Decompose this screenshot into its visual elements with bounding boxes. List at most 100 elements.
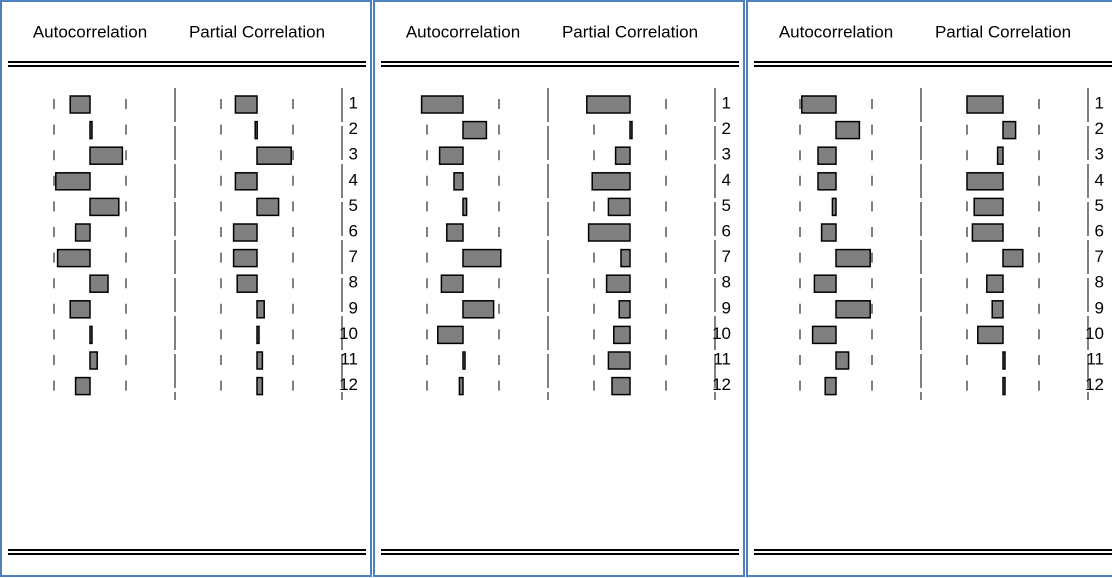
bar [1002, 376, 1006, 396]
lag-label: 6 [722, 221, 731, 240]
bar [89, 351, 98, 370]
lag-label: 12 [1085, 375, 1104, 394]
bar [620, 248, 631, 268]
bar [232, 248, 258, 268]
bar [234, 95, 258, 114]
column-header: Partial Correlation [562, 22, 698, 41]
lag-label: 12 [339, 375, 358, 394]
bar [996, 146, 1004, 165]
lag-label: 1 [722, 93, 731, 112]
bar [586, 95, 631, 114]
bar [453, 172, 464, 191]
lag-label: 6 [1095, 221, 1104, 240]
bar [69, 95, 91, 114]
column-header: Autocorrelation [33, 22, 147, 41]
bar [458, 376, 464, 396]
bar [587, 223, 631, 242]
bar [89, 197, 120, 217]
bar [254, 120, 258, 140]
bar [256, 376, 264, 396]
lag-label: 11 [340, 349, 358, 368]
lag-label: 7 [1095, 247, 1104, 266]
bar [611, 376, 631, 396]
lag-label: 9 [722, 298, 731, 317]
lag-label: 2 [349, 119, 358, 138]
lag-label: 3 [1095, 145, 1104, 164]
bar [801, 95, 837, 114]
bar [462, 300, 495, 319]
bar [835, 300, 871, 319]
lag-label: 1 [1095, 93, 1104, 112]
lag-label: 9 [1095, 298, 1104, 317]
bar [89, 146, 124, 165]
bar [56, 248, 91, 268]
lag-label: 12 [712, 375, 731, 394]
bar [991, 300, 1004, 319]
lag-label: 5 [1095, 196, 1104, 215]
panel-border [0, 0, 372, 577]
bar [607, 197, 631, 217]
bar [462, 351, 466, 370]
lag-label: 3 [349, 145, 358, 164]
lag-label: 10 [712, 324, 731, 343]
lag-label: 5 [349, 196, 358, 215]
panel-border [373, 0, 745, 577]
column-header: Autocorrelation [779, 22, 893, 41]
bar [820, 223, 837, 242]
bar [811, 325, 837, 345]
bar [1002, 120, 1017, 140]
bar [438, 146, 464, 165]
bar [986, 274, 1004, 293]
bar [629, 120, 633, 140]
lag-label: 4 [1095, 170, 1104, 189]
bar [607, 351, 631, 370]
bar [835, 248, 871, 268]
bar [613, 325, 631, 345]
bar [256, 351, 264, 370]
lag-label: 11 [713, 349, 731, 368]
bar [446, 223, 464, 242]
bar [89, 325, 93, 345]
bar [1002, 248, 1024, 268]
bar [817, 146, 837, 165]
bar [835, 351, 850, 370]
bar [236, 274, 258, 293]
lag-label: 8 [1095, 273, 1104, 292]
bar [89, 120, 93, 140]
bar [256, 325, 260, 345]
lag-label: 2 [722, 119, 731, 138]
bar [618, 300, 631, 319]
lag-label: 11 [1086, 349, 1104, 368]
bar [55, 172, 91, 191]
bar [74, 223, 91, 242]
panel-border [746, 0, 1112, 577]
bar [462, 120, 488, 140]
lag-label: 6 [349, 221, 358, 240]
bar [89, 274, 109, 293]
bar [813, 274, 837, 293]
bar [74, 376, 91, 396]
column-header: Partial Correlation [189, 22, 325, 41]
bar [614, 146, 631, 165]
bar [977, 325, 1004, 345]
lag-label: 10 [339, 324, 358, 343]
bar [971, 223, 1004, 242]
bar [69, 300, 91, 319]
lag-label: 10 [1085, 324, 1104, 343]
lag-label: 9 [349, 298, 358, 317]
bar [256, 197, 280, 217]
lag-label: 4 [349, 170, 358, 189]
bar [591, 172, 631, 191]
bar [966, 172, 1004, 191]
bar [817, 172, 837, 191]
lag-label: 4 [722, 170, 731, 189]
bar [437, 325, 464, 345]
lag-label: 1 [349, 93, 358, 112]
bar [232, 223, 258, 242]
column-header: Autocorrelation [406, 22, 520, 41]
bar [831, 197, 837, 217]
bar [605, 274, 631, 293]
bar [440, 274, 464, 293]
bar [462, 248, 502, 268]
